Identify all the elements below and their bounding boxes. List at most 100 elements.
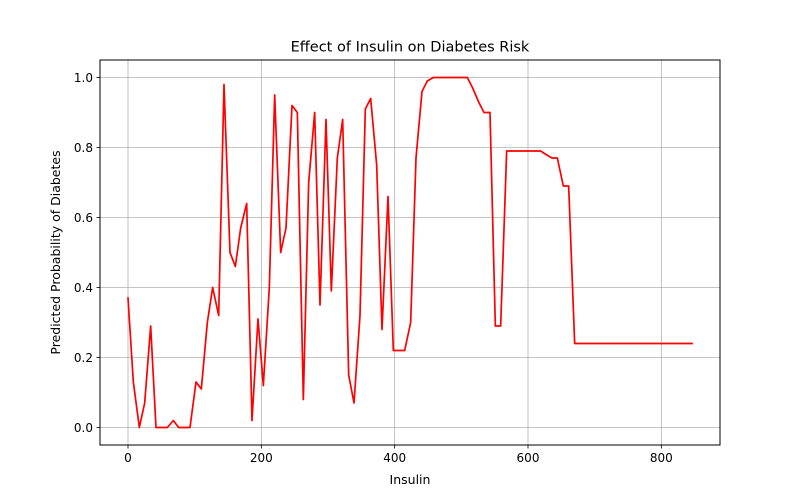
data-point (314, 111, 316, 114)
data-point (240, 227, 242, 229)
data-point (528, 150, 530, 152)
data-point (432, 76, 434, 79)
data-point (607, 342, 609, 345)
data-point (664, 342, 666, 345)
data-point (517, 150, 519, 152)
data-point (132, 381, 134, 383)
y-tick-label: 0.8 (74, 141, 93, 155)
x-tick-label: 400 (383, 451, 406, 465)
data-point (426, 80, 428, 82)
data-point (590, 342, 592, 345)
data-point (218, 314, 220, 317)
data-point (274, 94, 276, 96)
data-point (189, 426, 191, 429)
data-point (280, 251, 282, 254)
data-point (144, 402, 146, 404)
data-point (268, 286, 270, 289)
x-tick-label: 800 (650, 451, 673, 465)
y-tick-label: 0.6 (74, 211, 93, 225)
data-point (370, 97, 372, 100)
series-group (127, 76, 693, 429)
data-point (596, 342, 598, 345)
data-point (574, 342, 576, 345)
data-point (166, 426, 168, 429)
data-point (212, 286, 214, 289)
data-point (138, 426, 140, 429)
data-point (466, 76, 468, 79)
data-point (353, 402, 355, 404)
data-point (556, 157, 558, 159)
chart-title: Effect of Insulin on Diabetes Risk (291, 40, 530, 56)
data-point (178, 426, 180, 429)
data-point (652, 342, 654, 345)
y-tick-label: 1.0 (74, 71, 93, 85)
data-point (494, 325, 496, 327)
data-point (647, 342, 649, 345)
data-point (392, 349, 394, 352)
data-point (675, 342, 677, 345)
data-point (387, 195, 389, 198)
y-axis-label: Predicted Probability of Diabetes (48, 150, 63, 354)
data-point (500, 325, 502, 327)
data-point (398, 349, 400, 352)
data-point (624, 342, 626, 345)
data-point (670, 342, 672, 345)
data-point (325, 118, 327, 121)
data-point (195, 381, 197, 383)
series-line (127, 76, 693, 429)
data-point (291, 104, 293, 107)
data-point (234, 265, 236, 268)
y-tick-label: 0.4 (74, 281, 93, 295)
data-point (472, 87, 474, 89)
data-point (223, 83, 225, 86)
data-point (404, 349, 406, 352)
x-tick-label: 0 (124, 451, 132, 465)
y-tick-label: 0.2 (74, 351, 93, 365)
data-point (184, 426, 186, 429)
data-point (444, 76, 446, 79)
data-point (562, 185, 564, 187)
data-point (285, 227, 287, 229)
data-point (455, 76, 457, 79)
data-point (246, 202, 248, 205)
data-point (376, 164, 378, 166)
data-point (489, 111, 491, 114)
data-point (579, 342, 581, 345)
plot-frame (99, 59, 721, 446)
data-point (229, 251, 231, 254)
data-point (155, 426, 157, 429)
data-point (460, 76, 462, 79)
data-point (618, 342, 620, 345)
data-point (478, 101, 480, 103)
y-tick-label: 0.0 (74, 421, 93, 435)
data-point (534, 150, 536, 152)
data-point (381, 328, 383, 331)
data-point (296, 111, 298, 114)
data-point (630, 342, 632, 345)
data-point (568, 185, 570, 187)
data-point (200, 388, 202, 390)
data-point (161, 426, 163, 429)
data-point (206, 321, 208, 324)
x-axis-label: Insulin (390, 472, 431, 487)
x-tick-label: 200 (250, 451, 273, 465)
data-point (319, 304, 321, 306)
data-point (251, 419, 253, 422)
data-point (511, 150, 513, 152)
data-point (150, 325, 152, 327)
data-point (522, 150, 524, 152)
data-point (681, 342, 683, 345)
data-point (336, 157, 338, 159)
data-point (691, 342, 693, 345)
data-point (636, 342, 638, 345)
data-point (602, 342, 604, 345)
data-point (172, 419, 174, 422)
data-point (257, 318, 259, 320)
data-point (449, 76, 451, 79)
data-point (364, 108, 366, 110)
data-point (302, 398, 304, 401)
data-point (438, 76, 440, 79)
data-point (415, 157, 417, 159)
